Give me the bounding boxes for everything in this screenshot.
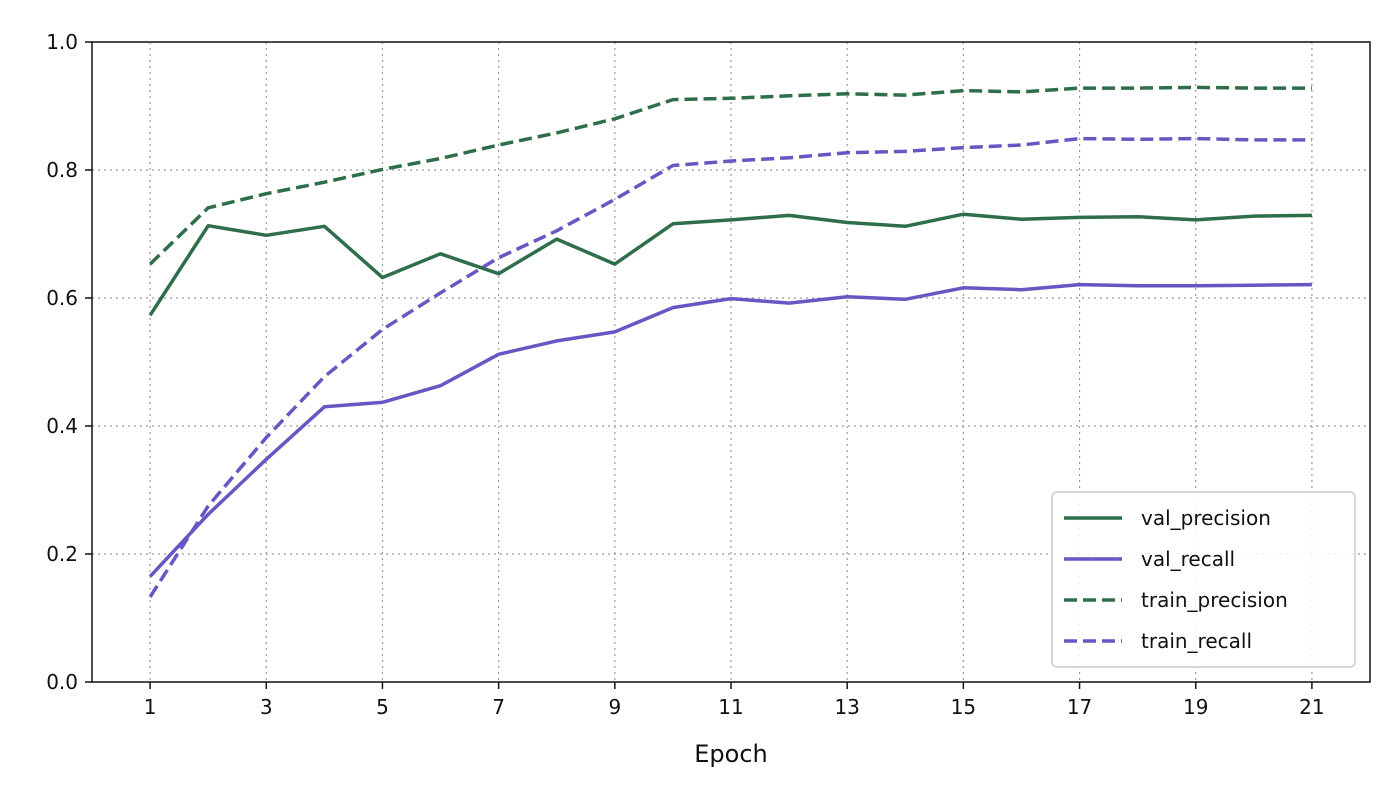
x-tick-label: 1	[144, 695, 157, 719]
axis-ticks: 1 3 5 7 9 11 13 15 17 19 210.00.20.40.60.81.0	[46, 30, 1324, 719]
x-tick-label: 17	[1067, 695, 1092, 719]
series-lines	[148, 85, 1312, 598]
x-axis-title: Epoch	[694, 740, 768, 768]
x-tick-label: 7	[492, 695, 505, 719]
x-tick-label: 9	[608, 695, 621, 719]
y-tick-label: 0.6	[46, 286, 78, 310]
y-tick-label: 0.8	[46, 158, 78, 182]
x-tick-label: 11	[718, 695, 743, 719]
y-tick-label: 0.4	[46, 414, 78, 438]
series-line-train-recall	[148, 136, 1312, 598]
y-tick-label: 1.0	[46, 30, 78, 54]
series-line-val-recall	[148, 282, 1312, 578]
series-line-train-precision	[148, 85, 1312, 266]
legend-box	[1051, 491, 1356, 668]
legend-label: train_precision	[1141, 588, 1288, 612]
y-tick-label: 0.0	[46, 670, 78, 694]
x-tick-label: 13	[834, 695, 859, 719]
legend: val_precision val_recall train_precisiontr…	[1051, 491, 1356, 668]
series-line-val-precision	[148, 212, 1312, 317]
legend-label: train_recall	[1141, 629, 1252, 653]
x-tick-label: 3	[260, 695, 273, 719]
x-tick-label: 21	[1299, 695, 1324, 719]
x-tick-label: 15	[951, 695, 976, 719]
x-tick-label: 5	[376, 695, 389, 719]
grid	[92, 41, 1370, 683]
legend-label: val_precision	[1141, 506, 1271, 530]
legend-label: val_recall	[1141, 547, 1235, 571]
x-tick-label: 19	[1183, 695, 1208, 719]
y-tick-label: 0.2	[46, 542, 78, 566]
